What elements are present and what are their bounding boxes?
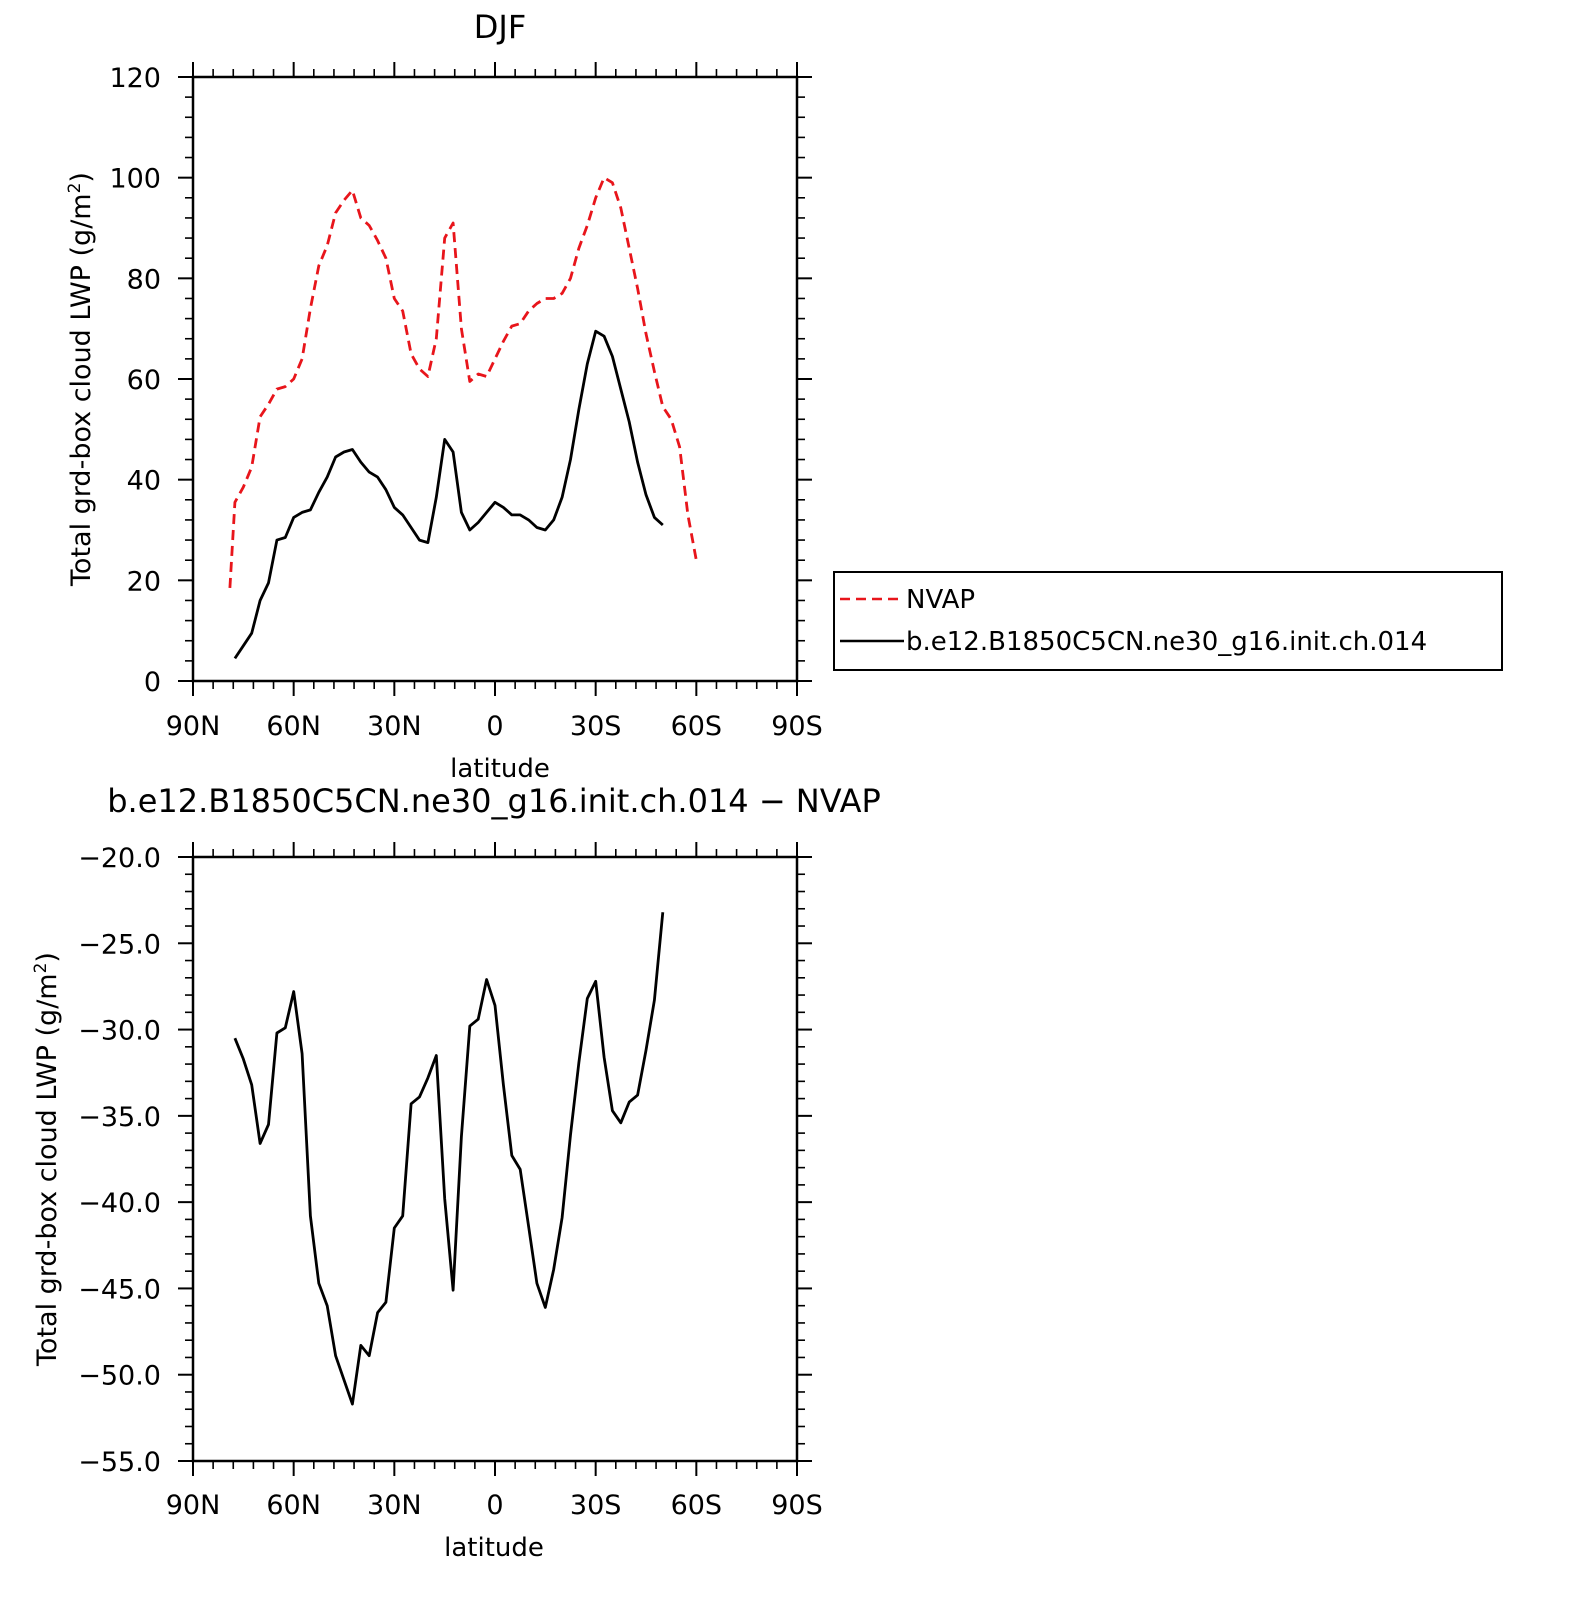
x-tick-label: 0 (486, 1490, 503, 1521)
bottom-x-tick-labels: 90N 60N 30N 0 30S 60S 90S (166, 1490, 823, 1521)
series-line-model (233, 329, 664, 660)
y-tick-label: −30.0 (78, 1016, 161, 1047)
y-tick-label: 0 (144, 667, 161, 698)
legend-label-model: b.e12.B1850C5CN.ne30_g16.init.ch.014 (906, 627, 1427, 657)
bottom-plot-frame (191, 855, 799, 1463)
x-tick-label: 30S (570, 1490, 622, 1521)
top-plot-frame (191, 75, 799, 683)
y-tick-label: −35.0 (78, 1102, 161, 1133)
x-tick-label: 60N (266, 711, 321, 742)
x-tick-label: 90S (771, 1490, 823, 1521)
top-series-layer (228, 176, 698, 660)
top-y-axis-label: Total grd-box cloud LWP (g/m2) (65, 172, 97, 587)
y-tick-label: −50.0 (78, 1361, 161, 1392)
x-tick-label: 0 (486, 711, 503, 742)
x-tick-label: 60N (266, 1490, 321, 1521)
y-tick-label: 120 (109, 63, 161, 94)
y-tick-label: −55.0 (78, 1447, 161, 1478)
top-chart-title: DJF (474, 8, 526, 46)
y-tick-label: 20 (127, 566, 161, 597)
x-tick-label: 30S (570, 711, 622, 742)
top-axis-ticks (178, 62, 812, 696)
top-x-tick-labels: 90N 60N 30N 0 30S 60S 90S (166, 711, 823, 742)
x-tick-label: 30N (367, 1490, 422, 1521)
y-tick-label: 40 (127, 466, 161, 497)
x-tick-label: 30N (367, 711, 422, 742)
y-tick-label: −25.0 (78, 929, 161, 960)
bottom-chart-title: b.e12.B1850C5CN.ne30_g16.init.ch.014 − N… (107, 782, 881, 820)
x-tick-label: 90N (166, 1490, 221, 1521)
x-tick-label: 90S (771, 711, 823, 742)
y-tick-label: 60 (127, 365, 161, 396)
bottom-y-tick-labels: −55.0 −50.0 −45.0 −40.0 −35.0 −30.0 −25.0 −20.0 (78, 843, 161, 1478)
bottom-y-axis-label: Total grd-box cloud LWP (g/m2) (31, 952, 63, 1367)
y-tick-label: −40.0 (78, 1188, 161, 1219)
series-line-difference (233, 912, 665, 1406)
x-tick-label: 60S (671, 1490, 723, 1521)
x-tick-label: 60S (671, 711, 723, 742)
bottom-chart-panel: b.e12.B1850C5CN.ne30_g16.init.ch.014 − N… (31, 782, 881, 1563)
legend: NVAP b.e12.B1850C5CN.ne30_g16.init.ch.01… (833, 571, 1503, 671)
legend-box (833, 571, 1503, 671)
bottom-series-layer (233, 912, 665, 1406)
series-line-nvap (228, 176, 698, 588)
y-tick-label: −20.0 (78, 843, 161, 874)
x-tick-label: 90N (166, 711, 221, 742)
bottom-x-axis-label: latitude (444, 1533, 544, 1563)
legend-label-nvap: NVAP (906, 585, 975, 615)
top-y-tick-labels: 0 20 40 60 80 100 120 (109, 63, 161, 698)
y-tick-label: 80 (127, 264, 161, 295)
top-x-axis-label: latitude (450, 754, 550, 784)
y-tick-label: −45.0 (78, 1274, 161, 1305)
bottom-axis-ticks (178, 842, 812, 1476)
y-tick-label: 100 (109, 164, 161, 195)
